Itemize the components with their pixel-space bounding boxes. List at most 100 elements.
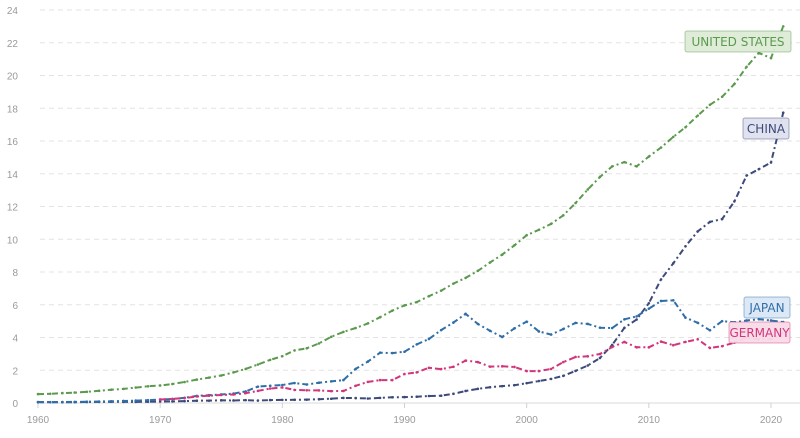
data-point (513, 383, 516, 387)
data-point (48, 392, 52, 396)
data-point (158, 384, 162, 387)
data-point (586, 322, 590, 326)
data-point (427, 337, 431, 341)
data-point (244, 391, 247, 395)
data-point (452, 392, 455, 396)
data-point (427, 394, 431, 398)
data-point (684, 244, 687, 248)
data-point (549, 222, 553, 226)
data-point (146, 398, 150, 402)
data-point (488, 365, 492, 368)
x-tick-label: 1980 (271, 415, 294, 426)
data-point (708, 103, 712, 107)
data-point (378, 351, 382, 355)
data-point (122, 399, 125, 403)
data-point (305, 383, 309, 386)
data-point (769, 319, 773, 322)
data-point (549, 377, 553, 381)
data-point (525, 233, 528, 237)
data-point (684, 125, 687, 129)
data-point (781, 111, 785, 114)
data-point (122, 387, 125, 391)
x-tick-label: 1960 (27, 415, 50, 426)
data-point (781, 25, 785, 28)
data-point (195, 378, 199, 381)
data-point (415, 343, 419, 346)
data-point (232, 399, 235, 402)
data-point (97, 400, 101, 403)
data-point (500, 335, 504, 339)
data-point (671, 135, 675, 139)
data-point (219, 393, 223, 397)
data-point (403, 350, 406, 354)
data-point (562, 374, 565, 378)
data-point (671, 299, 675, 302)
data-point (549, 367, 553, 371)
data-point (659, 146, 663, 149)
data-point (171, 400, 174, 403)
data-point (439, 328, 443, 332)
data-point (525, 369, 528, 373)
data-point (525, 381, 528, 385)
data-point (305, 388, 309, 392)
data-point (610, 326, 614, 330)
series-line-united-states (37, 26, 785, 396)
data-point (562, 360, 565, 364)
y-tick-label: 24 (7, 6, 19, 17)
data-point (378, 315, 382, 319)
data-point (623, 160, 626, 164)
data-point (769, 161, 773, 164)
data-point (439, 394, 443, 398)
y-tick-label: 8 (12, 268, 18, 279)
data-point (647, 307, 651, 310)
data-point (745, 174, 748, 177)
data-point (708, 328, 712, 332)
data-point (635, 318, 638, 321)
data-point (574, 321, 577, 325)
data-point (146, 384, 150, 388)
data-point (513, 365, 516, 369)
data-point (85, 400, 89, 403)
data-point (342, 378, 345, 382)
data-point (97, 389, 101, 393)
data-point (733, 82, 736, 86)
data-point (598, 356, 602, 360)
data-point (757, 317, 761, 321)
data-point (452, 282, 455, 285)
data-point (476, 360, 480, 364)
data-point (500, 384, 504, 388)
data-point (684, 316, 687, 319)
data-point (390, 378, 394, 382)
data-point (476, 387, 480, 391)
data-point (256, 385, 260, 388)
data-point (183, 380, 186, 384)
data-point (415, 371, 419, 374)
data-point (134, 386, 138, 389)
data-point (342, 389, 345, 393)
label-text: JAPAN (748, 301, 784, 315)
data-point (366, 322, 370, 325)
data-point (696, 230, 699, 233)
data-point (647, 155, 651, 158)
data-point (342, 330, 345, 334)
data-point (244, 398, 247, 402)
data-point (281, 383, 284, 387)
x-tick-label: 1990 (393, 415, 416, 426)
data-point (586, 188, 590, 191)
data-point (183, 399, 186, 403)
y-tick-label: 10 (7, 235, 19, 246)
series-label-china: CHINA (742, 117, 790, 140)
data-point (439, 289, 443, 292)
data-point (659, 278, 663, 281)
data-point (647, 346, 651, 349)
data-point (598, 326, 602, 329)
data-point (183, 396, 186, 400)
data-point (720, 95, 724, 99)
series-line-germany (160, 332, 784, 401)
data-point (317, 397, 321, 401)
y-tick-label: 2 (12, 366, 18, 377)
data-point (354, 384, 357, 388)
data-point (439, 367, 443, 371)
